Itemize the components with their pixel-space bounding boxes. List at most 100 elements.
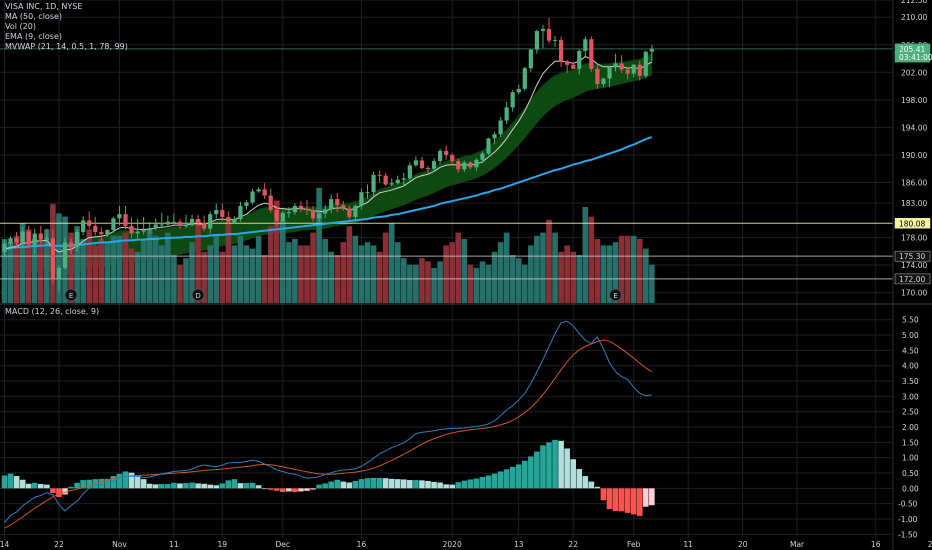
candle-body	[244, 202, 249, 206]
candle-body	[117, 214, 122, 219]
legend-mvwap[interactable]: MVWAP (21, 14, 0.5, 1, 78, 99)	[5, 42, 128, 51]
volume-bar	[649, 264, 655, 303]
candle-body	[583, 39, 588, 51]
legend-symbol[interactable]: VISA INC, 1D, NYSE	[5, 2, 83, 11]
price-axis[interactable]: 170.00 174.00 178.00 183.00 186.00 190.00 194.…	[894, 0, 932, 550]
price-badge[interactable]	[894, 250, 931, 262]
candle-body	[123, 214, 128, 226]
candle-body	[419, 160, 425, 169]
time-tick-label: 14	[0, 540, 9, 549]
earnings-marker[interactable]	[64, 288, 78, 302]
legend-volume[interactable]: Vol (20)	[5, 22, 36, 31]
macd-histogram-bar	[594, 486, 601, 489]
macd-legend[interactable]: MACD (12, 26, close, 9)	[5, 307, 100, 316]
volume-bar	[413, 264, 419, 303]
macd-line	[4, 320, 652, 523]
legend-ma50[interactable]: MA (50, close)	[5, 12, 63, 21]
macd-histogram-bar	[38, 484, 44, 489]
macd-histogram-bar	[68, 486, 74, 489]
macd-histogram-bar	[261, 488, 268, 490]
volume-bar	[146, 229, 153, 303]
price-badge[interactable]	[894, 218, 931, 229]
macd-histogram-bar	[643, 488, 649, 507]
candle-body	[347, 208, 352, 217]
macd-histogram-bar	[401, 479, 407, 489]
candle-body	[171, 221, 176, 223]
volume-bar	[636, 239, 643, 303]
volume-bar	[491, 251, 498, 303]
volume-bar	[25, 229, 32, 303]
candle-body	[141, 230, 146, 232]
candle-body	[395, 179, 400, 184]
macd-tick-label: 3.50	[902, 377, 919, 386]
price-candles	[2, 17, 654, 292]
time-tick-label: 16	[357, 540, 367, 549]
price-badge[interactable]	[894, 273, 931, 285]
volume-bar	[165, 232, 171, 303]
candle-body	[2, 243, 7, 253]
macd-histogram-bar	[316, 484, 322, 489]
volume-bar	[328, 251, 334, 303]
macd-tick-label: 2.50	[902, 408, 919, 417]
legend-ema9[interactable]: EMA (9, close)	[5, 32, 62, 41]
macd-histogram-bar	[171, 482, 177, 489]
candle-body	[62, 242, 68, 268]
candle-body	[492, 134, 497, 139]
macd-histogram-bar	[165, 484, 171, 489]
macd-histogram-bar	[582, 476, 589, 489]
candle-body	[528, 49, 533, 69]
volume-bar	[189, 242, 195, 303]
macd-histogram-bar	[413, 480, 419, 489]
macd-histogram-bar	[546, 442, 552, 489]
candle-body	[93, 225, 98, 233]
macd-histogram-bar	[304, 488, 310, 491]
volume-bar	[346, 226, 353, 303]
volume-bar	[255, 235, 262, 303]
macd-signal-line	[4, 339, 653, 529]
price-tick-label: 186.00	[901, 178, 927, 187]
macd-histogram-bar	[62, 488, 68, 495]
candle-body	[504, 107, 509, 121]
ma50-line	[4, 136, 653, 250]
earnings-marker[interactable]	[609, 288, 623, 302]
volume-bar	[116, 235, 123, 303]
macd-tick-label: 3.00	[902, 392, 919, 401]
volume-bar	[364, 242, 371, 303]
macd-histogram-bar	[298, 488, 304, 492]
volume-bar	[110, 235, 117, 303]
candle-body	[26, 231, 31, 245]
volume-bar	[612, 242, 619, 303]
macd-histogram-bar	[280, 488, 286, 493]
time-axis[interactable]: 14 22 Nov 11 19 Dec 16 2020 13 22 Feb 11 20 Mar 16 2	[0, 540, 932, 549]
price-badge[interactable]	[894, 51, 931, 63]
candle-body	[310, 210, 316, 219]
volume-bar	[449, 242, 455, 303]
macd-histogram-bar	[286, 488, 292, 492]
volume-bar	[352, 235, 359, 303]
volume-bar	[643, 248, 649, 303]
time-tick-label: 2	[928, 540, 932, 549]
price-tick-label: 190.00	[901, 151, 927, 160]
price-tick-label: 194.00	[901, 123, 927, 132]
macd-pane	[1, 320, 655, 529]
candle-body	[202, 223, 207, 229]
volume-bar	[74, 226, 80, 303]
candle-body	[413, 160, 418, 166]
candle-body	[208, 214, 213, 229]
macd-histogram-bar	[491, 473, 498, 489]
candle-body	[365, 192, 370, 194]
volume-bar	[98, 239, 105, 303]
macd-histogram-bar	[44, 484, 50, 489]
macd-histogram-bar	[473, 478, 480, 489]
dividend-marker[interactable]	[191, 288, 205, 302]
macd-histogram-bar	[50, 488, 56, 493]
volume-bar	[86, 229, 92, 303]
volume-bar	[467, 264, 474, 303]
volume-bar	[497, 242, 504, 303]
price-badge-label: 03:41:00	[899, 53, 932, 62]
macd-histogram-bar	[116, 473, 123, 489]
horizontal-price-lines[interactable]	[0, 48, 893, 280]
macd-histogram-bar	[558, 440, 564, 489]
